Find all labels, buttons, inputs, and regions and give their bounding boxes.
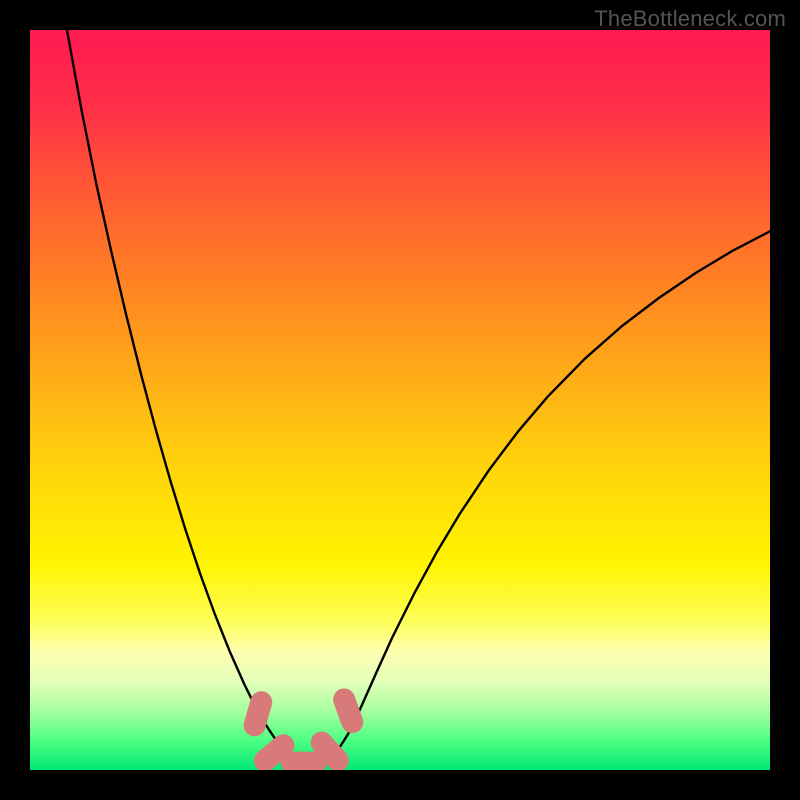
- bottleneck-curve: [30, 30, 770, 770]
- plot-area: [30, 30, 770, 770]
- watermark-text: TheBottleneck.com: [594, 6, 786, 32]
